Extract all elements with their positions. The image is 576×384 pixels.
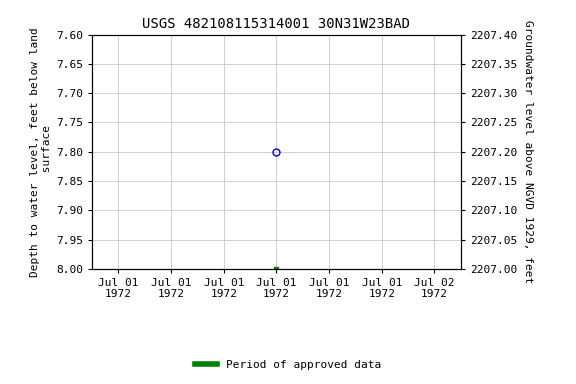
Legend: Period of approved data: Period of approved data — [191, 356, 385, 375]
Y-axis label: Depth to water level, feet below land
 surface: Depth to water level, feet below land su… — [31, 27, 52, 276]
Title: USGS 482108115314001 30N31W23BAD: USGS 482108115314001 30N31W23BAD — [142, 17, 411, 31]
Y-axis label: Groundwater level above NGVD 1929, feet: Groundwater level above NGVD 1929, feet — [522, 20, 533, 283]
